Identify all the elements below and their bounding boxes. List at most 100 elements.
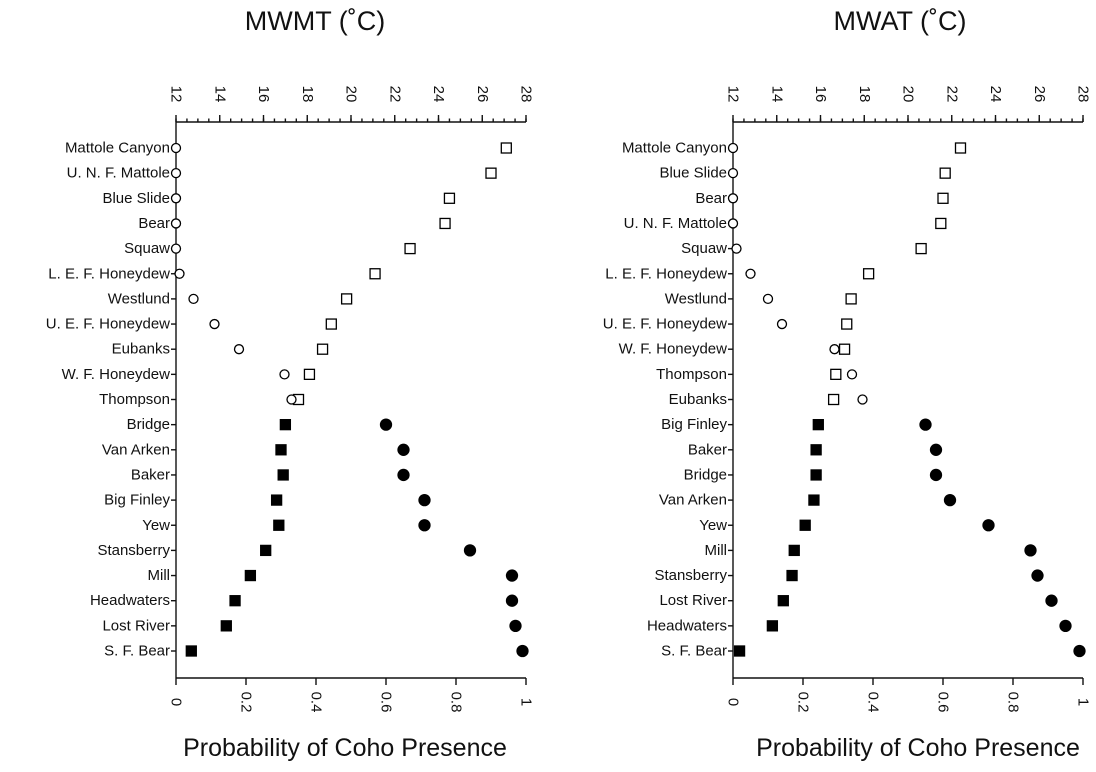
probability-marker [175, 269, 184, 278]
bottom-axis-tick-label: 0.4 [865, 692, 882, 713]
probability-marker [172, 144, 181, 153]
site-label: Big Finley [104, 492, 170, 509]
site-label: Stansberry [654, 567, 727, 584]
probability-marker [510, 620, 521, 631]
probability-marker [931, 444, 942, 455]
site-label: Mattole Canyon [622, 140, 727, 157]
probability-marker [1025, 545, 1036, 556]
bottom-axis-tick-label: 0.8 [1005, 692, 1022, 713]
bottom-axis-tick-label: 0.6 [378, 692, 395, 713]
temperature-marker [261, 545, 271, 555]
probability-marker [465, 545, 476, 556]
temperature-marker [811, 445, 821, 455]
temperature-marker [789, 545, 799, 555]
temperature-marker [280, 420, 290, 430]
bottom-axis-tick-label: 0.2 [238, 692, 255, 713]
probability-marker [280, 370, 289, 379]
site-label: Mill [705, 542, 728, 559]
probability-marker [419, 520, 430, 531]
probability-marker [1032, 570, 1043, 581]
temperature-marker [800, 520, 810, 530]
temperature-marker [938, 193, 948, 203]
probability-marker [1046, 595, 1057, 606]
site-label: Stansberry [97, 542, 170, 559]
probability-marker [729, 219, 738, 228]
probability-marker [172, 194, 181, 203]
top-axis-tick-label: 22 [943, 86, 960, 103]
top-axis-tick-label: 26 [1031, 86, 1048, 103]
top-axis-tick-label: 22 [386, 86, 403, 103]
probability-marker [1074, 646, 1085, 657]
site-label: Yew [699, 517, 727, 534]
probability-marker [398, 469, 409, 480]
probability-marker [381, 419, 392, 430]
probability-marker [210, 320, 219, 329]
probability-marker [931, 469, 942, 480]
site-label: Eubanks [669, 391, 727, 408]
probability-marker [848, 370, 857, 379]
panel-mwmt: MWMT (˚C) Probability of Coho Presence 1… [46, 6, 535, 762]
probability-marker [235, 345, 244, 354]
temperature-marker [245, 571, 255, 581]
top-axis-tick-label: 20 [343, 86, 360, 103]
probability-marker [419, 495, 430, 506]
probability-marker [830, 345, 839, 354]
bottom-axis-tick-label: 1 [518, 698, 535, 706]
temperature-marker [221, 621, 231, 631]
bottom-axis-tick-label: 1 [1075, 698, 1092, 706]
bottom-axis-tick-label: 0.6 [935, 692, 952, 713]
site-label: Big Finley [661, 416, 727, 433]
temperature-marker [735, 646, 745, 656]
top-axis-tick-label: 18 [856, 86, 873, 103]
temperature-marker [274, 520, 284, 530]
top-axis-tick-label: 28 [518, 86, 535, 103]
top-axis-tick-label: 24 [987, 86, 1004, 103]
temperature-marker [486, 168, 496, 178]
temperature-marker [326, 319, 336, 329]
site-label: Baker [688, 441, 727, 458]
temperature-marker [304, 369, 314, 379]
site-label: Bear [695, 190, 727, 207]
temperature-marker [829, 395, 839, 405]
probability-marker [746, 269, 755, 278]
temperature-marker [864, 269, 874, 279]
top-axis-tick-label: 24 [430, 86, 447, 103]
site-label: U. N. F. Mattole [67, 165, 170, 182]
site-label: Yew [142, 517, 170, 534]
site-label: W. F. Honeydew [619, 341, 728, 358]
bottom-axis-tick-label: 0.8 [448, 692, 465, 713]
probability-marker [764, 294, 773, 303]
temperature-marker [767, 621, 777, 631]
probability-marker [729, 144, 738, 153]
top-axis-tick-label: 18 [299, 86, 316, 103]
temperature-marker [778, 596, 788, 606]
probability-marker [920, 419, 931, 430]
probability-marker [287, 395, 296, 404]
site-label: Eubanks [112, 341, 170, 358]
site-label: Bridge [127, 416, 170, 433]
temperature-marker [811, 470, 821, 480]
probability-marker [507, 595, 518, 606]
bottom-axis-tick-label: 0 [168, 698, 185, 706]
top-axis-tick-label: 14 [211, 86, 228, 103]
site-label: Squaw [124, 240, 170, 257]
site-label: Baker [131, 466, 170, 483]
bottom-axis-tick-label: 0 [725, 698, 742, 706]
probability-marker [517, 646, 528, 657]
probability-marker [1060, 620, 1071, 631]
site-label: Headwaters [647, 617, 727, 634]
temperature-marker [831, 369, 841, 379]
temperature-marker [809, 495, 819, 505]
probability-marker [732, 244, 741, 253]
temperature-marker [230, 596, 240, 606]
site-label: Thompson [99, 391, 170, 408]
temperature-marker [501, 143, 511, 153]
site-label: Thompson [656, 366, 727, 383]
probability-marker [172, 169, 181, 178]
panel-title: MWMT (˚C) [245, 6, 385, 36]
site-label: W. F. Honeydew [62, 366, 171, 383]
top-axis-tick-label: 28 [1075, 86, 1092, 103]
temperature-marker [370, 269, 380, 279]
